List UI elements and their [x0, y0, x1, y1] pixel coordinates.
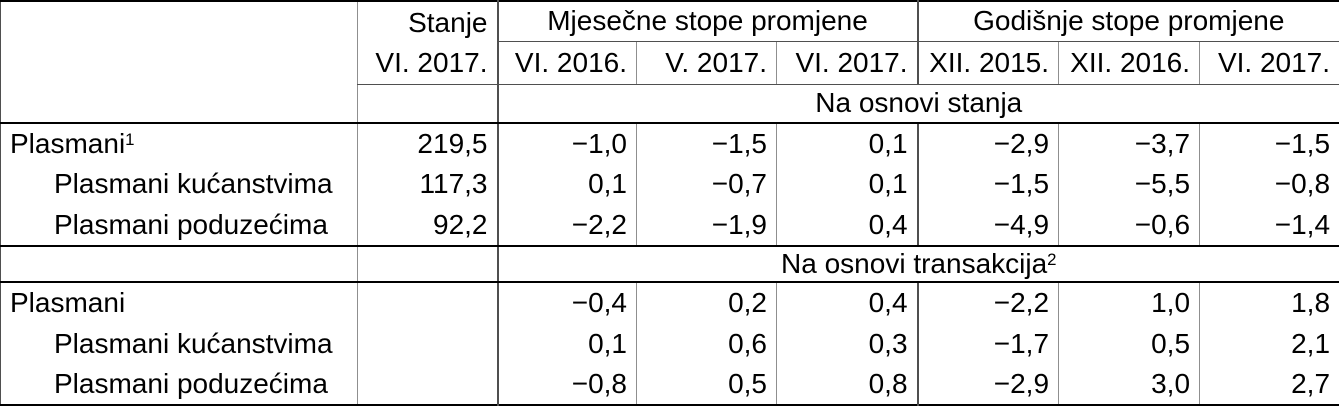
stanje-value: 92,2	[357, 204, 498, 247]
cell-value: 2,7	[1199, 364, 1339, 405]
stanje-value: 117,3	[357, 163, 498, 205]
row-label-text: Plasmani kućanstvima	[54, 327, 333, 359]
section-2-title-footnote-marker: 2	[1047, 249, 1057, 269]
cell-value: 1,8	[1199, 282, 1339, 324]
cell-value: −5,5	[1058, 163, 1200, 205]
stanje-column-header: Stanje VI. 2017.	[357, 1, 498, 85]
table-row: Plasmani kućanstvima 117,3 0,1 −0,7 0,1 …	[1, 163, 1339, 205]
row-label: Plasmani kućanstvima	[1, 323, 358, 364]
cell-value: −1,0	[496, 123, 637, 164]
table-row: Plasmani poduzećima −0,8 0,5 0,8 −2,9 3,…	[1, 364, 1339, 405]
row-label-text: Plasmani kućanstvima	[54, 168, 333, 200]
cell-value: −1,7	[916, 323, 1059, 365]
monthly-rates-group-header: Mjesečne stope promjene	[496, 1, 918, 42]
table-row: Plasmani −0,4 0,2 0,4 −2,2 1,0 1,8	[1, 282, 1339, 324]
stanje-period: VI. 2017.	[375, 46, 488, 78]
cell-value: 0,2	[636, 282, 777, 324]
column-header-annual-2: XII. 2016.	[1058, 41, 1200, 85]
row-label-text: Plasmani	[10, 127, 126, 159]
stanje-value	[357, 364, 498, 405]
cell-value: −2,2	[916, 282, 1059, 324]
row-label: Plasmani kućanstvima	[1, 164, 358, 205]
cell-value: 0,4	[775, 282, 918, 324]
section-1-title-row: Na osnovi stanja	[1, 84, 1339, 125]
cell-value: −0,7	[636, 163, 777, 205]
cell-value: −1,9	[636, 204, 777, 247]
cell-value: −2,2	[496, 204, 637, 247]
header-row-periods: VI. 2016. V. 2017. VI. 2017. XII. 2015. …	[1, 41, 1339, 85]
row-label-text: Plasmani	[10, 287, 126, 319]
cell-value: −0,8	[496, 364, 637, 405]
row-label: Plasmani poduzećima	[1, 364, 358, 405]
row-label: Plasmani1	[1, 123, 358, 164]
cell-value: 0,3	[775, 323, 918, 365]
row-label-text: Plasmani poduzećima	[54, 368, 328, 400]
stanje-empty-cell	[357, 245, 498, 284]
column-header-monthly-1: VI. 2016.	[496, 41, 637, 85]
cell-value: 2,1	[1199, 323, 1339, 365]
cell-value: 3,0	[1058, 364, 1200, 405]
cell-value: 0,5	[636, 364, 777, 405]
row-label: Plasmani poduzećima	[0, 204, 358, 247]
stanje-value	[357, 323, 498, 365]
cell-value: −0,6	[1058, 204, 1200, 247]
cell-value: −1,5	[1199, 123, 1339, 164]
table-row: Plasmani poduzećima 92,2 −2,2 −1,9 0,4 −…	[0, 204, 1339, 247]
column-header-annual-3: VI. 2017.	[1199, 41, 1339, 85]
header-row-groups: Stanje VI. 2017. Mjesečne stope promjene…	[0, 1, 1339, 125]
cell-value: −0,8	[1199, 163, 1339, 205]
cell-value: 0,5	[1058, 323, 1200, 365]
cell-value: 0,6	[636, 323, 777, 365]
stanje-value: 219,5	[357, 123, 498, 164]
section-1-title-text: Na osnovi stanja	[815, 87, 1023, 119]
cell-value: 1,0	[1058, 282, 1200, 324]
corner-cell	[0, 1, 358, 125]
stanje-empty-cell	[357, 84, 498, 125]
cell-value: −1,5	[916, 163, 1059, 205]
cell-value: 0,1	[496, 163, 637, 205]
cell-value: 0,4	[775, 204, 918, 247]
section-2-title: Na osnovi transakcija2	[496, 245, 1339, 284]
cell-value: 0,1	[496, 323, 637, 365]
cell-value: 0,8	[775, 364, 918, 405]
table-row: Plasmani1 219,5 −1,0 −1,5 0,1 −2,9 −3,7 …	[1, 123, 1339, 164]
stanje-value	[357, 282, 498, 324]
cell-value: −4,9	[916, 204, 1059, 247]
cell-value: −2,9	[916, 123, 1059, 164]
row-label-text: Plasmani poduzećima	[54, 208, 328, 240]
stanje-label: Stanje	[408, 6, 488, 38]
cell-value: 0,1	[775, 123, 918, 164]
cell-value: −1,5	[636, 123, 777, 164]
row-label: Plasmani	[1, 282, 358, 323]
table-row: Plasmani kućanstvima 0,1 0,6 0,3 −1,7 0,…	[1, 323, 1339, 365]
section-2-title-text: Na osnovi transakcija	[781, 248, 1048, 279]
annual-rates-group-header: Godišnje stope promjene	[916, 1, 1339, 42]
cell-value: −3,7	[1058, 123, 1200, 164]
section-2-title-row: Na osnovi transakcija2	[0, 245, 1339, 284]
cell-value: −0,4	[496, 282, 637, 324]
section-1-title: Na osnovi stanja	[496, 84, 1339, 125]
label-empty-cell	[0, 245, 358, 284]
cell-value: −2,9	[916, 364, 1059, 405]
column-header-monthly-3: VI. 2017.	[775, 41, 918, 85]
column-header-monthly-2: V. 2017.	[636, 41, 777, 85]
cell-value: −1,4	[1199, 204, 1339, 247]
cell-value: 0,1	[775, 163, 918, 205]
footnote-marker: 1	[125, 129, 135, 149]
column-header-annual-1: XII. 2015.	[916, 41, 1059, 85]
